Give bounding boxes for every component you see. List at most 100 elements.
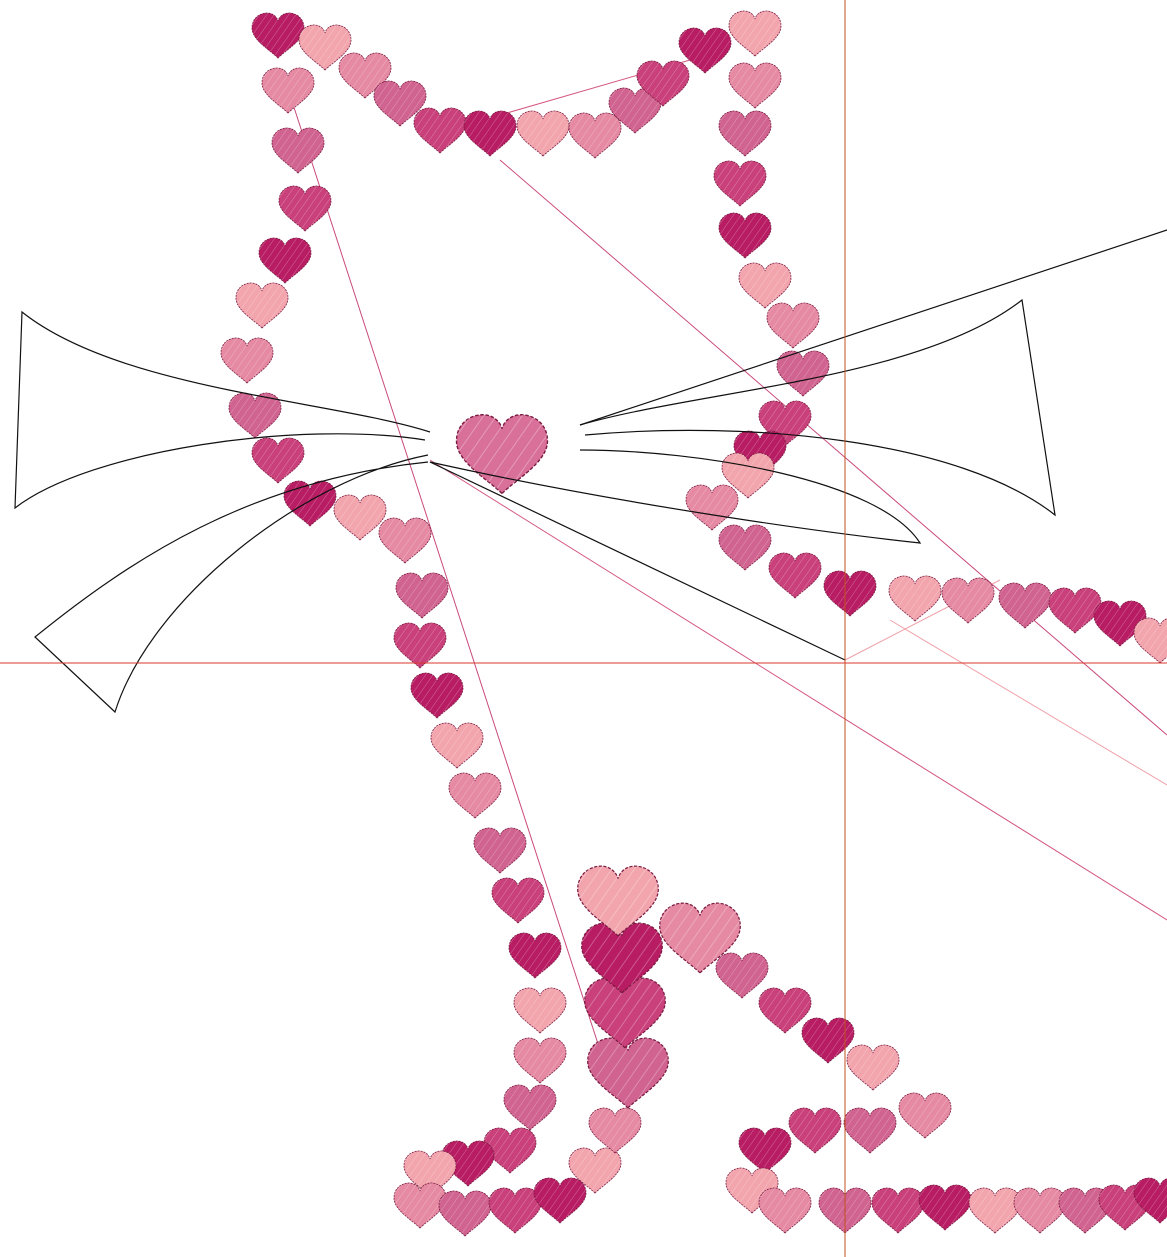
- heart: [235, 282, 289, 329]
- heart-fill: [1014, 1188, 1066, 1233]
- heart: [251, 12, 305, 59]
- heart: [758, 987, 812, 1034]
- heart: [758, 1187, 812, 1234]
- heart-fill: [739, 1128, 791, 1173]
- heart: [271, 127, 325, 174]
- heart: [718, 524, 772, 571]
- heart-fill: [396, 573, 448, 618]
- heart-fill: [534, 1178, 586, 1223]
- heart: [393, 622, 447, 669]
- heart-fill: [686, 485, 738, 530]
- heart-fill: [999, 583, 1051, 628]
- heart: [728, 62, 782, 109]
- heart-fill: [272, 128, 324, 173]
- whisker: [579, 229, 1167, 426]
- heart-fill: [767, 303, 819, 348]
- heart-fill: [414, 108, 466, 153]
- heart-fill: [587, 1038, 669, 1108]
- heart: [788, 1107, 842, 1154]
- whisker: [429, 449, 922, 544]
- heart: [776, 350, 830, 397]
- whiskers: [14, 229, 1167, 714]
- heart-fill: [221, 338, 273, 383]
- heart: [393, 1182, 447, 1229]
- heart-motifs: [220, 10, 1167, 1237]
- heart-fill: [509, 933, 561, 978]
- heart: [395, 572, 449, 619]
- heart: [588, 1107, 642, 1154]
- heart-fill: [729, 63, 781, 108]
- heart-fill: [259, 238, 311, 283]
- heart: [413, 107, 467, 154]
- heart: [258, 237, 312, 284]
- heart-fill: [514, 1038, 566, 1083]
- heart-fill: [284, 481, 336, 526]
- heart-fill: [969, 1188, 1021, 1233]
- heart-fill: [449, 773, 501, 818]
- heart-fill: [431, 723, 483, 768]
- heart: [513, 987, 567, 1034]
- heart: [998, 582, 1052, 629]
- heart-fill: [236, 283, 288, 328]
- heart-fill: [439, 1191, 491, 1236]
- heart: [738, 1127, 792, 1174]
- heart: [438, 1190, 492, 1237]
- heart: [503, 1084, 557, 1131]
- heart: [463, 110, 517, 157]
- heart-fill: [394, 1183, 446, 1228]
- heart-fill: [844, 1108, 896, 1153]
- heart-fill: [716, 953, 768, 998]
- heart: [1133, 617, 1167, 664]
- heart: [533, 1177, 587, 1224]
- heart-fill: [489, 1188, 541, 1233]
- heart: [448, 772, 502, 819]
- heart: [278, 185, 332, 232]
- heart: [713, 160, 767, 207]
- jump-stitch: [499, 159, 1167, 736]
- heart-fill: [569, 113, 621, 158]
- heart: [871, 1187, 925, 1234]
- heart: [333, 494, 387, 541]
- heart-fill: [504, 1085, 556, 1130]
- heart: [430, 722, 484, 769]
- heart: [801, 1017, 855, 1064]
- heart: [220, 337, 274, 384]
- heart-fill: [334, 495, 386, 540]
- whisker: [579, 298, 1056, 517]
- heart-fill: [919, 1185, 971, 1230]
- heart: [718, 110, 772, 157]
- jump-stitch: [289, 94, 601, 1051]
- stitch-connectors: [289, 59, 1167, 1051]
- heart: [685, 484, 739, 531]
- heart-fill: [252, 438, 304, 483]
- heart-fill: [394, 623, 446, 668]
- heart-fill: [517, 111, 569, 156]
- heart: [586, 1037, 670, 1109]
- heart-fill: [714, 161, 766, 206]
- heart-fill: [492, 878, 544, 923]
- heart-fill: [464, 111, 516, 156]
- heart: [728, 10, 782, 57]
- jump-stitch: [429, 459, 1167, 921]
- heart: [766, 302, 820, 349]
- heart-fill: [229, 393, 281, 438]
- heart: [568, 112, 622, 159]
- heart-fill: [719, 111, 771, 156]
- heart: [715, 952, 769, 999]
- heart-fill: [759, 988, 811, 1033]
- heart-fill: [279, 186, 331, 231]
- heart-fill: [1049, 588, 1101, 633]
- heart-fill: [899, 1093, 951, 1138]
- heart: [473, 827, 527, 874]
- heart-fill: [729, 11, 781, 56]
- heart-fill: [942, 578, 994, 623]
- heart-fill: [719, 213, 771, 258]
- heart-fill: [824, 571, 876, 616]
- heart: [1013, 1187, 1067, 1234]
- heart-fill: [777, 351, 829, 396]
- whisker: [34, 454, 429, 714]
- heart: [378, 517, 432, 564]
